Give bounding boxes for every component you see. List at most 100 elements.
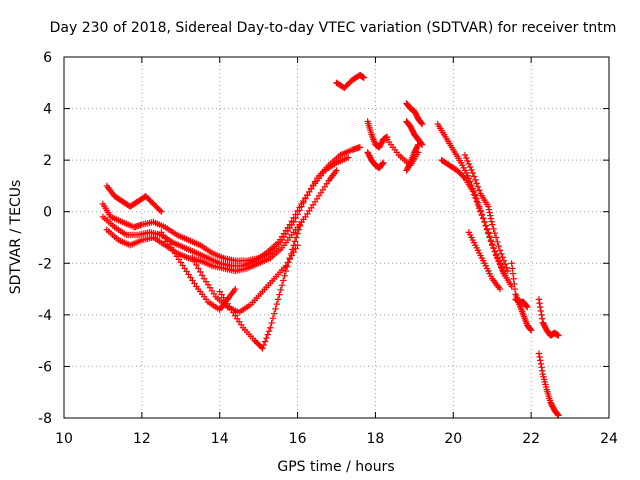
data-point (476, 205, 483, 212)
data-point (527, 327, 535, 334)
data-point (477, 208, 484, 215)
data-point (523, 303, 530, 310)
data-point (504, 267, 511, 275)
data-point (232, 285, 239, 293)
data-point (536, 300, 543, 307)
data-point (282, 267, 290, 275)
data-point (290, 214, 297, 221)
data-point (501, 260, 509, 268)
data-point (193, 261, 200, 269)
data-point (294, 230, 301, 237)
grid (64, 57, 609, 418)
y-tick-label: 2 (43, 153, 52, 169)
data-point (418, 120, 426, 128)
series-peak-19-b (403, 118, 426, 148)
data-point (485, 206, 493, 213)
data-point (290, 242, 297, 249)
data-point (488, 218, 495, 225)
x-tick-label: 22 (522, 431, 540, 447)
data-point (538, 364, 545, 371)
y-tick-label: 4 (43, 102, 52, 118)
data-point (294, 207, 301, 215)
data-point (476, 187, 483, 194)
y-tick-label: 6 (43, 50, 52, 66)
data-point (158, 208, 165, 215)
data-point (487, 236, 495, 244)
data-point (524, 303, 531, 311)
series-dip-left (158, 229, 239, 313)
data-point (489, 240, 496, 248)
data-point (271, 310, 278, 317)
series-decline-d (465, 229, 504, 293)
data-point (555, 332, 562, 339)
data-point (499, 254, 506, 261)
y-tick-label: -6 (38, 359, 52, 375)
data-point (486, 209, 493, 216)
data-point (470, 191, 478, 198)
series-main-upper (99, 144, 364, 264)
data-point (537, 360, 545, 368)
series-low-18 (364, 149, 387, 172)
data-point (285, 259, 292, 266)
x-tick-label: 14 (211, 431, 229, 447)
data-point (461, 151, 469, 159)
data-point (286, 254, 293, 262)
data-point (463, 154, 470, 162)
data-point (260, 341, 268, 349)
x-tick-label: 18 (367, 431, 385, 447)
data-points (99, 71, 562, 419)
data-point (535, 350, 543, 357)
data-point (289, 246, 296, 253)
series-peak-17 (333, 71, 367, 92)
data-point (483, 225, 491, 233)
data-point (510, 275, 517, 282)
data-point (464, 157, 471, 165)
series-early-top (103, 182, 165, 215)
data-point (491, 248, 499, 255)
data-point (536, 353, 543, 361)
chart-title: Day 230 of 2018, Sidereal Day-to-day VTE… (50, 20, 617, 36)
data-point (469, 187, 476, 195)
data-point (472, 176, 479, 184)
data-point (261, 338, 269, 345)
data-point (487, 215, 495, 222)
x-tick-label: 20 (444, 431, 462, 447)
data-point (380, 159, 387, 166)
y-tick-label: -2 (38, 256, 52, 272)
data-point (492, 252, 500, 259)
data-point (333, 167, 340, 174)
data-point (486, 233, 493, 240)
data-point (509, 270, 517, 277)
data-point (460, 173, 467, 181)
data-point (286, 221, 293, 228)
data-point (537, 357, 544, 364)
series-decline-c (461, 151, 511, 275)
data-point (500, 257, 508, 264)
y-axis-label: SDTVAR / TECUs (8, 180, 24, 295)
data-point (418, 140, 425, 148)
data-point (466, 163, 474, 171)
data-point (511, 280, 518, 288)
data-point (481, 218, 488, 226)
data-point (496, 285, 504, 293)
series-late-22-5 (535, 296, 562, 339)
series-late-21-8 (508, 260, 535, 334)
series-mid-18 (364, 118, 391, 151)
data-point (479, 215, 487, 222)
data-point (379, 160, 386, 167)
series-main-middle (99, 154, 352, 270)
data-point (509, 265, 516, 272)
data-point (495, 242, 502, 250)
series-late-21-8b (512, 296, 531, 311)
data-point (344, 154, 352, 161)
data-point (272, 305, 279, 313)
data-point (485, 229, 492, 236)
data-point (277, 286, 284, 294)
plot-frame (63, 56, 610, 419)
series-dip-deep (216, 218, 305, 352)
data-point (280, 277, 287, 284)
data-point (356, 144, 364, 151)
data-point (508, 260, 515, 267)
data-point (496, 247, 504, 254)
